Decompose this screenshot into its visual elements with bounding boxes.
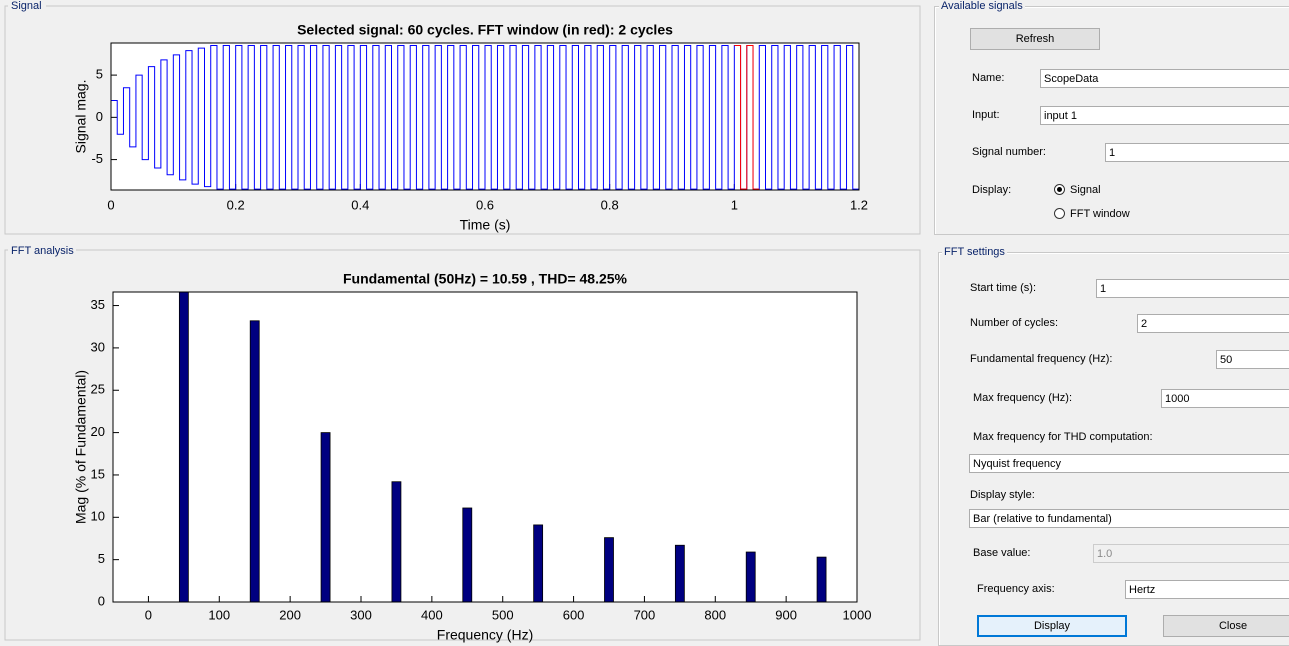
radio-button[interactable] [1054,184,1065,195]
x-tick-label: 400 [421,607,443,622]
x-tick-label: 900 [775,607,797,622]
field-label: Input: [972,109,1000,121]
axes-box [110,42,860,191]
bar [745,551,756,602]
y-tick-label: 35 [91,297,105,312]
x-tick-label: 1000 [843,607,872,622]
bar [462,507,473,602]
field-label: Display style: [970,489,1035,501]
field-label: Base value: [973,547,1031,559]
x-tick-label: 0 [107,197,114,212]
y-tick-label: 25 [91,382,105,397]
signal-number-field[interactable]: 1 [1105,143,1289,162]
panel-title-bg [8,0,46,12]
signal-line [734,45,760,190]
plot-marks [178,292,827,602]
y-tick-label: 10 [91,509,105,524]
field-label: Max frequency for THD computation: [973,431,1153,443]
radio-button[interactable] [1054,208,1065,219]
y-axis-label: Mag (% of Fundamental) [73,370,89,524]
field-label: Display: [972,184,1012,196]
x-tick-label: 100 [208,607,230,622]
axes-box [112,291,858,603]
bar [320,432,331,602]
x-tick-label: 200 [279,607,301,622]
x-tick-label: 0.4 [351,197,369,212]
panel-title-bg [8,244,76,256]
field-label: Start time (s): [970,282,1037,294]
plot-area [113,292,857,602]
fundamental-field[interactable]: 50 [1216,350,1289,369]
y-tick-label: 15 [91,466,105,481]
chart-title: Selected signal: 60 cycles. FFT window (… [297,22,673,38]
input-field[interactable]: input 1 [1040,106,1289,125]
y-tick-label: 20 [91,424,105,439]
bar [533,524,544,602]
bar [178,292,189,602]
field-label: Frequency axis: [977,583,1055,595]
fft-panel-frame [4,249,921,641]
bar [674,544,685,602]
radio-label[interactable]: FFT window [1070,208,1130,220]
start-time-field[interactable]: 1 [1096,279,1289,298]
radio-label[interactable]: Signal [1070,184,1101,196]
x-axis-label: Frequency (Hz) [437,627,533,643]
field-label: Max frequency (Hz): [973,392,1073,404]
x-tick-label: 1.2 [850,197,868,212]
y-tick-label: -5 [91,151,103,166]
signal-panel-frame [4,5,921,235]
y-tick-label: 0 [98,593,105,608]
panel-title: FFT settings [942,246,1007,258]
charts-area: Signal FFT analysis Selected signal: 60 … [4,0,921,643]
panel-title: Signal [11,0,42,12]
bar [604,537,614,602]
field-label: Number of cycles: [970,317,1059,329]
panel-title: Available signals [939,0,1025,12]
frequency-axis-dropdown[interactable]: Hertz [1125,580,1289,599]
x-tick-label: 0 [145,607,152,622]
x-tick-label: 700 [634,607,656,622]
display-button[interactable]: Display [977,615,1127,637]
base-value-field: 1.0 [1093,544,1289,563]
refresh-button[interactable]: Refresh [970,28,1100,50]
display-style-dropdown[interactable]: Bar (relative to fundamental) [969,509,1289,528]
x-tick-label: 1 [731,197,738,212]
signal-line [111,45,859,190]
x-tick-label: 600 [563,607,585,622]
x-tick-label: 0.2 [227,197,245,212]
x-tick-label: 800 [704,607,726,622]
max-frequency-field[interactable]: 1000 [1161,389,1289,408]
y-tick-label: 30 [91,339,105,354]
chart-title: Fundamental (50Hz) = 10.59 , THD= 48.25% [343,271,628,287]
panel-title: FFT analysis [11,245,74,257]
x-axis-label: Time (s) [460,217,511,233]
field-label: Signal number: [972,146,1046,158]
available-signals-frame [934,6,1289,235]
plot-marks [111,45,859,190]
thd-dropdown[interactable]: Nyquist frequency [969,454,1289,473]
y-tick-label: 5 [96,67,103,82]
field-label: Name: [972,72,1005,84]
bar [816,556,827,602]
x-tick-label: 0.8 [601,197,619,212]
field-label: Fundamental frequency (Hz): [970,353,1113,365]
x-tick-label: 300 [350,607,372,622]
x-tick-label: 0.6 [476,197,494,212]
close-button[interactable]: Close [1163,615,1289,637]
y-axis-label: Signal mag. [73,80,89,154]
x-tick-label: 500 [492,607,514,622]
cycles-field[interactable]: 2 [1137,314,1289,333]
y-tick-label: 0 [96,109,103,124]
y-tick-label: 5 [98,551,105,566]
name-field[interactable]: ScopeData [1040,69,1289,88]
bar [391,481,402,602]
bar [249,320,260,602]
